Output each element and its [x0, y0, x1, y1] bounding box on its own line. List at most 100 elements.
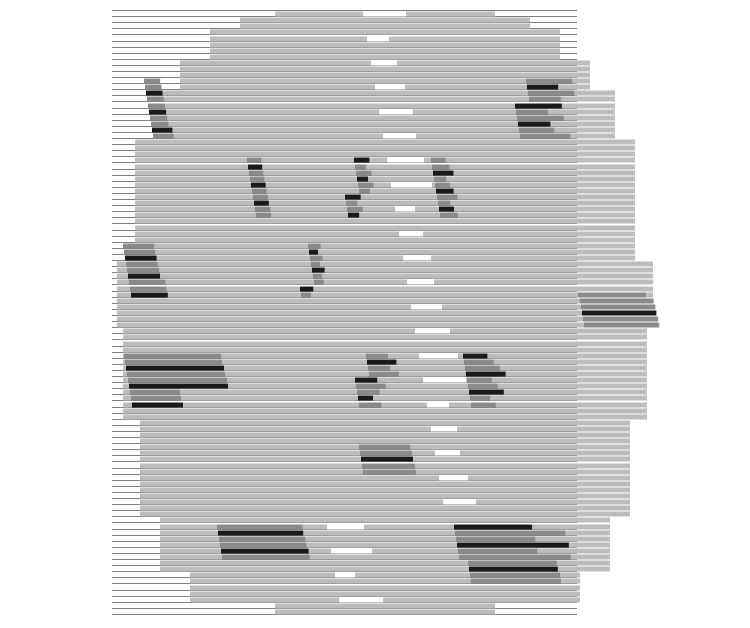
art-tone-band — [240, 17, 530, 23]
art-dense-mark — [368, 365, 391, 371]
art-dense-mark — [578, 292, 646, 298]
art-dense-mark — [436, 188, 454, 194]
art-tone-band — [210, 29, 560, 35]
art-dense-mark — [362, 463, 415, 469]
art-tone-band — [123, 347, 647, 353]
art-highlight-gap — [371, 60, 397, 66]
art-dense-mark — [459, 554, 571, 560]
art-dense-mark — [247, 157, 262, 163]
art-highlight-gap — [399, 231, 423, 237]
art-dense-mark — [516, 109, 548, 115]
art-tone-band — [123, 414, 647, 420]
art-highlight-gap — [403, 255, 431, 261]
art-dense-mark — [147, 96, 164, 102]
art-tone-band — [160, 560, 610, 566]
art-tone-band — [135, 164, 635, 170]
art-tone-band — [140, 475, 630, 481]
art-tone-band — [180, 72, 590, 78]
art-tone-band — [240, 23, 530, 29]
art-dense-mark — [313, 273, 323, 279]
art-dense-mark — [356, 170, 372, 176]
art-dense-mark — [221, 548, 309, 554]
art-dense-mark — [359, 444, 411, 450]
art-tone-band — [123, 328, 647, 334]
art-tone-band — [155, 103, 615, 109]
art-tone-band — [160, 542, 610, 548]
art-dense-mark — [454, 524, 532, 530]
art-dense-mark — [468, 560, 557, 566]
art-tone-band — [210, 54, 560, 60]
art-highlight-gap — [431, 426, 457, 432]
art-dense-mark — [222, 554, 310, 560]
art-dense-mark — [127, 371, 225, 377]
art-tone-band — [117, 304, 653, 310]
art-highlight-gap — [339, 597, 383, 603]
art-tone-band — [275, 603, 495, 609]
art-tone-band — [135, 176, 635, 182]
art-dense-mark — [124, 249, 156, 255]
art-highlight-gap — [387, 157, 424, 163]
art-tone-band — [155, 90, 615, 96]
art-dense-mark — [529, 96, 561, 102]
art-tone-band — [135, 194, 635, 200]
art-dense-mark — [132, 402, 183, 408]
art-dense-mark — [126, 365, 224, 371]
art-dense-mark — [369, 371, 399, 377]
art-tone-band — [140, 493, 630, 499]
art-dense-mark — [470, 572, 560, 578]
art-tone-band — [117, 279, 653, 285]
art-dense-mark — [433, 170, 454, 176]
art-dense-mark — [347, 206, 363, 212]
art-dense-mark — [440, 212, 458, 218]
art-dense-mark — [217, 524, 303, 530]
art-dense-mark — [131, 292, 168, 298]
art-dense-mark — [310, 255, 323, 261]
art-tone-band — [135, 139, 635, 145]
art-highlight-gap — [363, 11, 406, 17]
art-tone-band — [180, 66, 590, 72]
art-dense-mark — [358, 182, 374, 188]
art-tone-band — [117, 322, 653, 328]
art-dense-mark — [308, 243, 321, 249]
art-dense-mark — [456, 536, 536, 542]
art-dense-mark — [131, 395, 181, 401]
art-tone-band — [123, 341, 647, 347]
art-dense-mark — [431, 157, 446, 163]
art-tone-band — [117, 298, 653, 304]
art-tone-band — [135, 157, 635, 163]
art-dense-mark — [359, 188, 370, 194]
art-highlight-gap — [415, 328, 450, 334]
art-tone-band — [275, 609, 495, 615]
art-tone-band — [117, 286, 653, 292]
art-dense-mark — [515, 103, 562, 109]
art-tone-band — [210, 42, 560, 48]
art-dense-mark — [583, 316, 659, 322]
art-tone-band — [140, 420, 630, 426]
art-tone-band — [160, 554, 610, 560]
art-tone-band — [190, 578, 580, 584]
art-dense-mark — [309, 249, 318, 255]
art-dense-mark — [519, 127, 555, 133]
art-tone-band — [140, 426, 630, 432]
art-dense-mark — [126, 261, 158, 267]
art-highlight-gap — [391, 182, 432, 188]
art-dense-mark — [346, 200, 358, 206]
art-tone-band — [140, 511, 630, 517]
art-tone-band — [160, 566, 610, 572]
art-dense-mark — [470, 395, 490, 401]
art-tone-band — [160, 524, 610, 530]
art-dense-mark — [466, 371, 506, 377]
art-dense-mark — [149, 109, 167, 115]
art-dense-mark — [150, 115, 168, 121]
art-tone-band — [140, 499, 630, 505]
art-dense-mark — [130, 389, 180, 395]
art-dense-mark — [218, 530, 304, 536]
art-dense-mark — [220, 542, 307, 548]
art-dense-mark — [125, 255, 157, 261]
art-dense-mark — [124, 353, 221, 359]
art-dense-mark — [348, 212, 360, 218]
art-dense-mark — [152, 127, 173, 133]
art-dense-mark — [248, 164, 263, 170]
